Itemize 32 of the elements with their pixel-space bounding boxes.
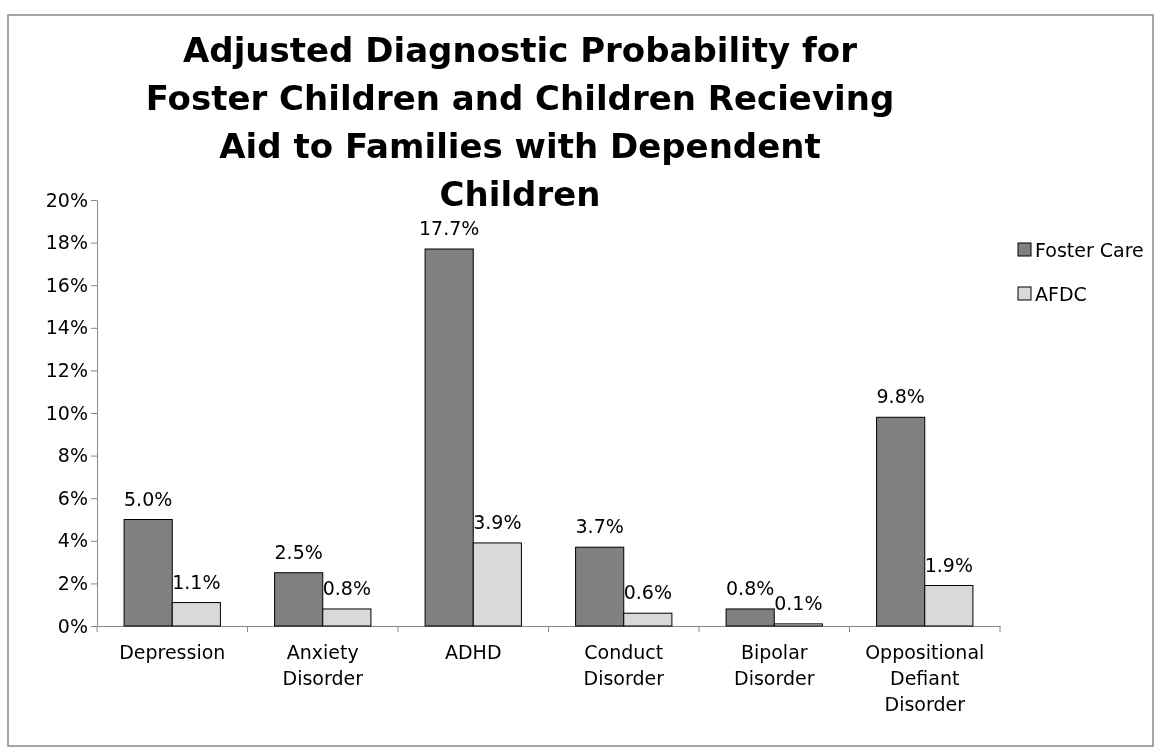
data-label: 0.1% — [774, 591, 823, 614]
x-tick-label: Depression — [119, 641, 226, 663]
y-tick-label: 10% — [45, 401, 88, 424]
x-tick-label: Anxiety Disorder — [282, 641, 364, 689]
y-tick-label: 6% — [57, 486, 88, 509]
y-tick-label: 14% — [45, 316, 88, 339]
data-label: 9.8% — [876, 385, 925, 408]
x-tick-label: ADHD — [444, 641, 502, 663]
y-tick-label: 0% — [57, 614, 88, 637]
data-label: 0.8% — [726, 576, 775, 599]
legend-label: AFDC — [1035, 283, 1087, 305]
x-tick-label: Conduct Disorder — [583, 641, 665, 689]
chart-title: Adjusted Diagnostic Probability for Foster Children and Children Recieving Aid to Families with Dependent Children — [145, 30, 895, 214]
y-tick-label: 2% — [57, 571, 88, 594]
data-label: 0.6% — [623, 581, 672, 604]
y-tick-label: 16% — [45, 273, 88, 296]
y-tick-label: 8% — [57, 444, 88, 467]
data-label: 1.1% — [172, 570, 221, 593]
data-label: 3.7% — [575, 515, 624, 538]
y-tick-label: 12% — [45, 358, 88, 381]
data-label: 5.0% — [124, 487, 173, 510]
y-tick-label: 4% — [57, 529, 88, 552]
x-tick-label: Bipolar Disorder — [734, 641, 815, 689]
data-label: 2.5% — [274, 540, 323, 563]
y-tick-label: 18% — [45, 231, 88, 254]
data-label: 17.7% — [418, 216, 480, 239]
data-label: 3.9% — [473, 510, 522, 533]
legend-label: Foster Care — [1035, 239, 1144, 261]
x-tick-label: Oppositional Defiant Disorder — [865, 641, 985, 715]
data-label: 0.8% — [322, 576, 371, 599]
data-label: 1.9% — [924, 553, 973, 576]
y-tick-label: 20% — [45, 188, 88, 211]
